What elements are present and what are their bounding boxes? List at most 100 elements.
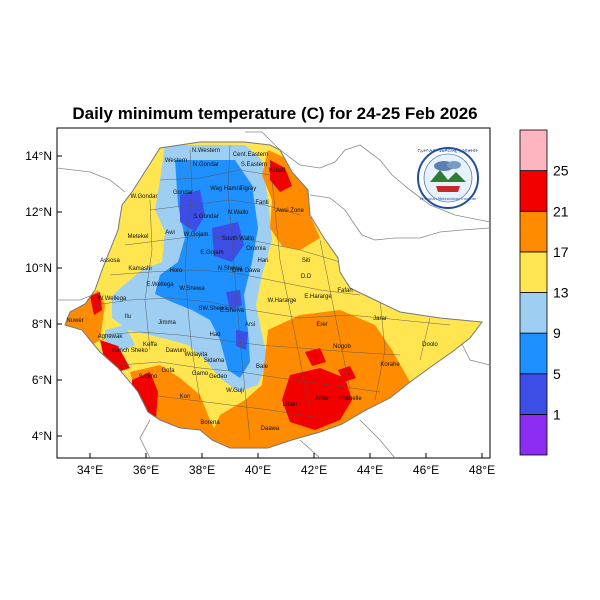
lat-tick-label: 10°N (25, 261, 52, 275)
region-label: Gondar (173, 190, 193, 196)
region-label: Jarar (373, 316, 387, 322)
region-label: Jimma (158, 320, 176, 326)
lon-tick-label: 36°E (133, 463, 159, 477)
region-label: Doolo (422, 342, 438, 348)
lat-tick-label: 14°N (25, 149, 52, 163)
lat-tick-label: 4°N (32, 429, 52, 443)
region-label: N.Gondar (193, 162, 219, 168)
region-label: Wag Hamra (210, 186, 242, 192)
region-label: South Wallo (222, 236, 255, 242)
lon-tick-label: 34°E (77, 463, 103, 477)
colorbar-swatch (519, 251, 548, 293)
colorbar-swatch (519, 210, 548, 253)
latitude-axis: 14°N 12°N 10°N 8°N 6°N 4°N (25, 149, 62, 443)
region-label: Sidama (204, 358, 225, 364)
region-label: Borena (200, 420, 220, 426)
region-label: E.Gojam (200, 250, 223, 256)
colorbar-swatch (519, 332, 548, 375)
lon-tick-label: 46°E (413, 463, 439, 477)
region-label: N.Wallo (228, 210, 249, 216)
map-title: Daily minimum temperature (C) for 24-25 … (72, 104, 478, 123)
region-label: Kon (180, 394, 191, 400)
region-label: S.Omo (139, 374, 158, 380)
region-label: Shabelle (338, 396, 362, 402)
lat-tick-label: 8°N (32, 317, 52, 331)
logo-text-bottom: Ethiopian Meteorology Institute (420, 197, 477, 201)
region-label: Awi (165, 230, 175, 236)
region-label: Dawuro (166, 348, 187, 354)
colorbar-label: 5 (553, 366, 561, 382)
region-label: Arsi (245, 322, 255, 328)
region-label: Liban (283, 402, 298, 408)
colorbar-swatch (519, 292, 548, 334)
region-label: Nuwer (66, 318, 83, 324)
region-label: Siti (302, 258, 310, 264)
region-label: Awsi Zone (276, 208, 305, 214)
colorbar-swatch (519, 373, 548, 415)
region-label: Agnewak (98, 334, 124, 340)
region-label: Gofa (161, 368, 175, 374)
zone-boundaries (94, 144, 451, 441)
region-label: W.Gondar (130, 194, 157, 200)
region-label: E.Hararge (304, 294, 332, 300)
region-label: Gedeo (209, 374, 228, 380)
region-label: Kilbati (269, 168, 285, 174)
colorbar-label: 1 (553, 406, 561, 422)
region-label: Keffa (143, 342, 158, 348)
colorbar-label: 9 (553, 325, 561, 341)
region-label: S.Eastern (241, 162, 267, 168)
country-outline (64, 141, 483, 449)
region-label: Fanti (255, 200, 268, 206)
colorbar-swatch (519, 170, 548, 212)
region-label: Korahe (380, 362, 400, 368)
region-label: W.Hararge (268, 298, 297, 304)
region-label: S.Gondar (193, 214, 219, 220)
lon-tick-label: 44°E (357, 463, 383, 477)
institute-logo: የኢትዮጵያ ሜቴዎሮሎጂ ኢንስቲትዩት Ethiopian Meteorol… (417, 147, 479, 209)
region-label: Erer (316, 322, 327, 328)
region-label: Ilu (125, 314, 131, 320)
region-label: W.Gojam (184, 232, 209, 238)
colorbar-label: 13 (553, 285, 569, 301)
region-label: E.Shewa (220, 308, 245, 314)
lon-tick-label: 38°E (189, 463, 215, 477)
lat-tick-label: 6°N (32, 373, 52, 387)
region-label: Assosa (100, 258, 120, 264)
colorbar-label: 17 (553, 244, 569, 260)
colorbar-swatch (519, 413, 548, 456)
colorbar-label: 21 (553, 203, 569, 219)
region-label: Bale (256, 364, 269, 370)
region-label: N.Shewa (218, 266, 243, 272)
region-label: Cent. (233, 152, 248, 158)
colorbar-swatch (519, 129, 548, 172)
lon-tick-label: 40°E (245, 463, 271, 477)
region-label: N.Western (192, 148, 220, 154)
region-label: Tigray (240, 186, 256, 192)
region-label: Eastern (248, 152, 269, 158)
region-label: Kamashi (128, 266, 151, 272)
region-label: Fafan (337, 288, 352, 294)
region-label: Horo (169, 268, 183, 274)
colorbar-label: 25 (553, 163, 569, 179)
region-label: D.D (301, 274, 312, 280)
lon-tick-label: 42°E (301, 463, 327, 477)
colorbar: 25 21 17 13 9 5 1 (519, 129, 569, 456)
region-label: SW.Shewa (198, 306, 228, 312)
region-label: Dire Dawa (232, 268, 261, 274)
region-label: Afder (315, 396, 329, 402)
region-label: Had (209, 332, 220, 338)
logo-text-top: የኢትዮጵያ ሜቴዎሮሎጂ ኢንስቲትዩት (418, 149, 479, 154)
region-label: W.Shewa (179, 286, 205, 292)
region-label: Oromia (246, 246, 266, 252)
region-label: E.Wellega (146, 282, 174, 288)
region-label: Daawa (261, 426, 280, 432)
region-labels: Western N.Western Cent. Eastern N.Gondar S.Ea… (66, 148, 438, 432)
region-label: Hari (257, 258, 268, 264)
region-label: Gamo (192, 371, 209, 377)
region-label: Nogob (333, 344, 351, 350)
longitude-axis: 34°E 36°E 38°E 40°E 42°E 44°E 46°E 48°E (77, 453, 495, 477)
region-label: Wolayita (185, 352, 209, 358)
region-label: W.Guji (226, 388, 244, 394)
lat-tick-label: 12°N (25, 205, 52, 219)
region-label: Western (165, 158, 187, 164)
